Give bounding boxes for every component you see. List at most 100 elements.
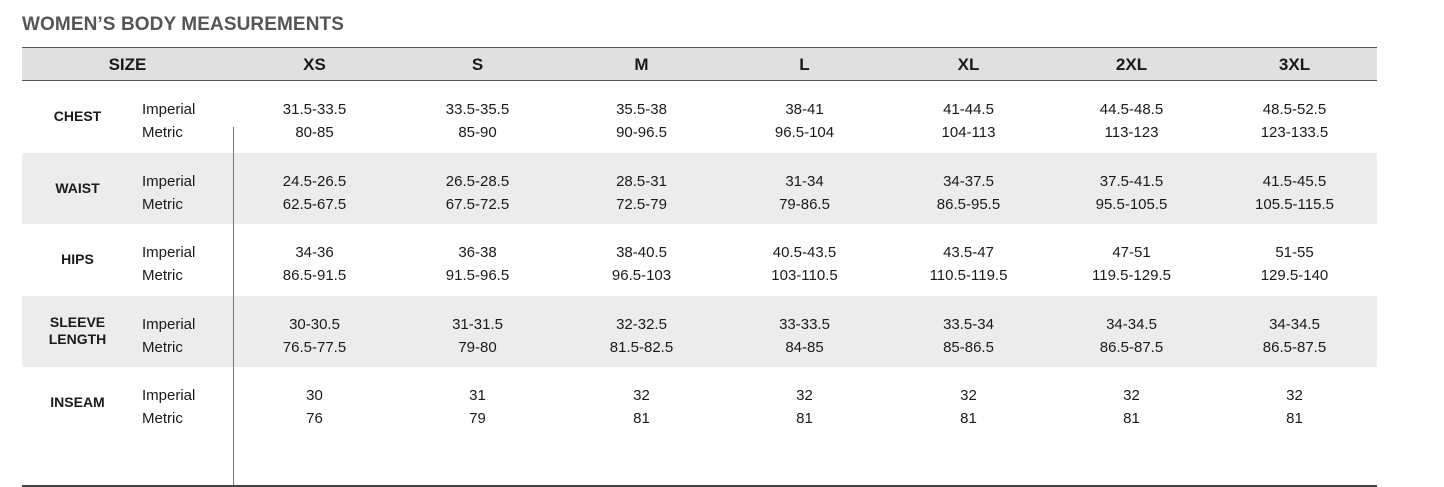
size-header-m: M <box>634 55 649 74</box>
imperial-value: 34-37.5 <box>943 172 994 190</box>
measurement-cell: 24.5-26.5 62.5-67.5 <box>233 170 396 216</box>
measurement-cell: 32 81 <box>887 384 1050 430</box>
imperial-value: 34-36 <box>295 244 334 261</box>
metric-value: 113-123 <box>1104 124 1159 141</box>
metric-value: 119.5-129.5 <box>1092 267 1171 284</box>
table-header: SIZE XS S M L XL 2XL 3XL <box>22 47 1377 81</box>
table-row: INSEAM Imperial Metric 30 76 31 79 32 81 32 81 32 81… <box>22 367 1377 439</box>
imperial-value: 32 <box>1123 387 1140 404</box>
measurement-cell: 32 81 <box>1050 384 1213 430</box>
unit-labels: Imperial Metric <box>142 98 195 144</box>
imperial-value: 30 <box>306 387 323 404</box>
size-header-xs: XS <box>303 55 326 74</box>
metric-value: 79 <box>469 410 486 427</box>
size-header-3xl: 3XL <box>1278 55 1311 74</box>
measurement-cell: 38-40.5 96.5-103 <box>560 241 723 287</box>
measurement-cell: 33.5-34 85-86.5 <box>887 313 1050 359</box>
imperial-value: 30-30.5 <box>289 315 340 333</box>
metric-value: 81 <box>960 410 977 427</box>
imperial-value: 31-34 <box>785 172 824 190</box>
page-title: WOMEN’S BODY MEASUREMENTS <box>22 14 345 35</box>
imperial-value: 38-40.5 <box>616 244 667 261</box>
imperial-value: 37.5-41.5 <box>1099 172 1164 190</box>
measurement-cell: 47-51 119.5-129.5 <box>1050 241 1213 287</box>
metric-value: 81 <box>796 410 813 427</box>
imperial-value: 44.5-48.5 <box>1099 101 1164 118</box>
table-row: CHEST Imperial Metric 31.5-33.5 80-85 33.5-35… <box>22 81 1377 153</box>
metric-value: 123-133.5 <box>1260 124 1329 141</box>
measurement-cell: 34-34.5 86.5-87.5 <box>1213 313 1376 359</box>
imperial-value: 48.5-52.5 <box>1262 101 1327 118</box>
metric-value: 76 <box>306 410 323 427</box>
table-row: HIPS Imperial Metric 34-36 86.5-91.5 36-38 91.… <box>22 224 1377 296</box>
measurement-cell: 30-30.5 76.5-77.5 <box>233 313 396 359</box>
metric-value: 79-80 <box>458 338 497 356</box>
metric-value: 81 <box>633 410 650 427</box>
imperial-label: Imperial <box>142 101 196 118</box>
measurement-cell: 31 79 <box>396 384 559 430</box>
metric-value: 85-86.5 <box>943 338 994 356</box>
imperial-value: 41-44.5 <box>943 101 994 118</box>
imperial-value: 35.5-38 <box>616 101 667 118</box>
size-header-l: L <box>799 55 810 74</box>
measurement-cell: 37.5-41.5 95.5-105.5 <box>1050 170 1213 216</box>
metric-value: 80-85 <box>295 124 334 141</box>
metric-value: 86.5-87.5 <box>1262 338 1327 356</box>
metric-value: 86.5-95.5 <box>936 195 1001 213</box>
imperial-label: Imperial <box>142 244 196 261</box>
measurement-cell: 33.5-35.5 85-90 <box>396 98 559 144</box>
imperial-label: Imperial <box>142 387 196 404</box>
measurement-cell: 34-37.5 86.5-95.5 <box>887 170 1050 216</box>
metric-value: 105.5-115.5 <box>1255 195 1334 213</box>
measurement-cell: 51-55 129.5-140 <box>1213 241 1376 287</box>
size-header-xl: XL <box>957 55 980 74</box>
imperial-value: 26.5-28.5 <box>445 172 510 190</box>
measurement-label: WAIST <box>55 179 100 196</box>
measurement-cell: 44.5-48.5 113-123 <box>1050 98 1213 144</box>
measurement-cell: 38-41 96.5-104 <box>723 98 886 144</box>
imperial-value: 34-34.5 <box>1269 315 1320 333</box>
metric-value: 103-110.5 <box>771 267 838 284</box>
imperial-value: 34-34.5 <box>1106 315 1157 333</box>
measurement-cell: 34-34.5 86.5-87.5 <box>1050 313 1213 359</box>
unit-labels: Imperial Metric <box>142 313 195 359</box>
measurement-cell: 30 76 <box>233 384 396 430</box>
metric-value: 85-90 <box>458 124 497 141</box>
metric-value: 104-113 <box>941 124 996 141</box>
measurement-cell: 31-31.5 79-80 <box>396 313 559 359</box>
imperial-value: 32 <box>1286 387 1303 404</box>
measurement-label: CHEST <box>53 108 102 125</box>
metric-value: 86.5-91.5 <box>282 267 347 284</box>
metric-value: 86.5-87.5 <box>1099 338 1164 356</box>
metric-label: Metric <box>142 267 183 284</box>
metric-value: 81 <box>1286 410 1303 427</box>
metric-value: 96.5-104 <box>774 124 835 141</box>
metric-label: Metric <box>142 124 183 141</box>
measurement-cell: 43.5-47 110.5-119.5 <box>887 241 1050 287</box>
measurement-cell: 35.5-38 90-96.5 <box>560 98 723 144</box>
metric-value: 91.5-96.5 <box>445 267 510 284</box>
imperial-value: 32 <box>633 387 650 404</box>
imperial-value: 24.5-26.5 <box>282 172 347 190</box>
unit-labels: Imperial Metric <box>142 170 195 216</box>
metric-value: 67.5-72.5 <box>445 195 510 213</box>
measurement-cell: 33-33.5 84-85 <box>723 313 886 359</box>
measurement-cell: 32-32.5 81.5-82.5 <box>560 313 723 359</box>
measurement-label: INSEAM <box>50 394 105 411</box>
imperial-value: 32 <box>960 387 977 404</box>
imperial-value: 43.5-47 <box>943 244 994 261</box>
table-row: SLEEVE LENGTH Imperial Metric 30-30.5 76.5-7… <box>22 295 1377 367</box>
measurement-cell: 40.5-43.5 103-110.5 <box>723 241 886 287</box>
metric-value: 79-86.5 <box>779 195 830 213</box>
size-header-label: SIZE <box>108 55 147 74</box>
measurement-cell: 32 81 <box>1213 384 1376 430</box>
imperial-value: 33.5-35.5 <box>445 101 510 118</box>
unit-labels: Imperial Metric <box>142 241 195 287</box>
measurement-cell: 28.5-31 72.5-79 <box>560 170 723 216</box>
metric-label: Metric <box>142 338 183 356</box>
imperial-label: Imperial <box>142 315 196 333</box>
metric-value: 72.5-79 <box>616 195 667 213</box>
measurement-label: SLEEVE LENGTH <box>48 314 107 348</box>
metric-value: 62.5-67.5 <box>282 195 347 213</box>
measurement-cell: 26.5-28.5 67.5-72.5 <box>396 170 559 216</box>
